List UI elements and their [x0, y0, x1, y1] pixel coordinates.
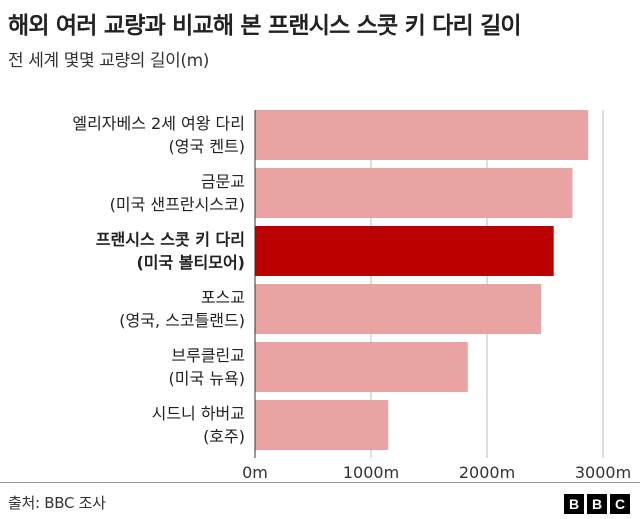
x-tick-label: 1000m: [343, 463, 399, 480]
category-label-line: (영국 켄트): [169, 137, 245, 156]
category-label-line: (호주): [203, 427, 245, 446]
category-label-line: 엘리자베스 2세 여왕 다리: [72, 114, 245, 133]
category-label: 포스교 (영국, 스코틀랜드): [119, 288, 245, 330]
footer-divider: [0, 482, 640, 483]
category-label: 브루클린교 (미국 뉴욕): [169, 346, 245, 388]
bbc-logo: B B C: [564, 494, 630, 514]
category-label-line: (미국 샌프란시스코): [110, 195, 245, 214]
bar-highlight: [255, 226, 554, 276]
bar: [255, 342, 468, 392]
category-label-line: 프랜시스 스콧 키 다리: [96, 230, 245, 249]
logo-letter-b2: B: [587, 494, 607, 514]
chart-title: 해외 여러 교량과 비교해 본 프랜시스 스콧 키 다리 길이: [8, 13, 522, 39]
category-label: 엘리자베스 2세 여왕 다리 (영국 켄트): [72, 114, 245, 156]
category-label-line: 포스교: [201, 288, 245, 307]
source-note: 출처: BBC 조사: [8, 494, 106, 512]
logo-letter-b1: B: [564, 494, 584, 514]
category-label: 금문교 (미국 샌프란시스코): [110, 172, 245, 214]
category-label-line: 시드니 하버교: [152, 404, 245, 423]
category-label: 시드니 하버교 (호주): [152, 404, 245, 446]
x-tick-label: 0m: [242, 463, 268, 480]
bar: [255, 400, 389, 450]
x-tick-label: 3000m: [575, 463, 631, 480]
chart-subtitle: 전 세계 몇몇 교량의 길이(m): [8, 51, 210, 71]
logo-letter-c: C: [610, 494, 630, 514]
category-label-line: (영국, 스코틀랜드): [119, 311, 245, 330]
x-tick-label: 2000m: [459, 463, 515, 480]
bar: [255, 284, 542, 334]
bar: [255, 168, 573, 218]
category-label-line: 금문교: [201, 172, 245, 191]
category-label: 프랜시스 스콧 키 다리 (미국 볼티모어): [96, 230, 245, 272]
bar-chart: 0m 1000m 2000m 3000m 엘리자베스 2세 여왕 다리 (영국 켄트) 금문…: [72, 110, 631, 480]
category-label-line: (미국 뉴욕): [169, 369, 245, 388]
bar: [255, 110, 589, 160]
category-label-line: 브루클린교: [171, 346, 245, 365]
category-label-line: (미국 볼티모어): [136, 253, 245, 272]
